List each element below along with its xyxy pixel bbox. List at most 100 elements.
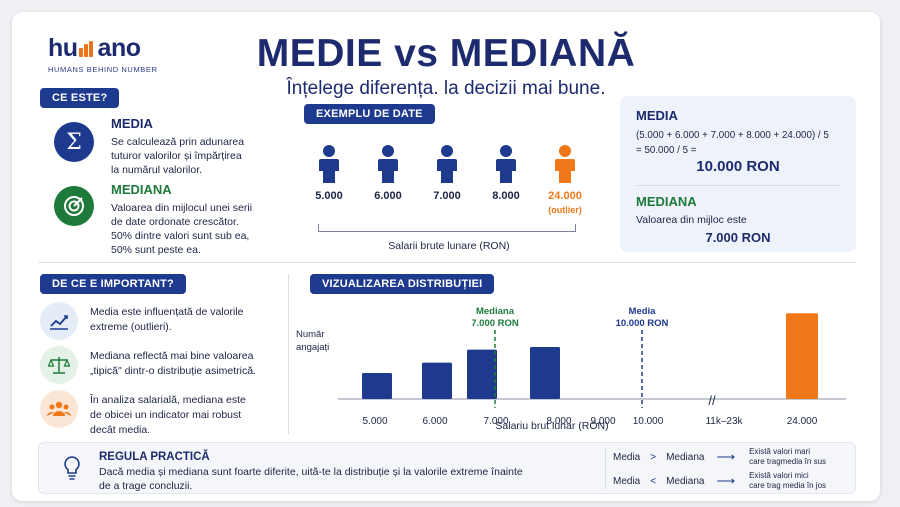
- lightbulb-icon: [61, 455, 83, 486]
- x-tick-label: 6.000: [422, 416, 447, 427]
- importance-list: Media este influențată de valorile extre…: [40, 302, 280, 438]
- arrow-right-icon: ⟶: [716, 473, 736, 488]
- example-value: 5.000: [315, 190, 343, 202]
- outlier-person-icon: [554, 144, 576, 184]
- infographic-card: hu ano HUMANS BEHIND NUMBER MEDIE vs MED…: [12, 12, 880, 501]
- example-value: 7.000: [433, 190, 461, 202]
- bar: [530, 347, 560, 399]
- media-def-line: tuturor valorilor și împărțirea: [111, 150, 242, 162]
- importance-item: În analiza salarială, mediana este de ob…: [40, 390, 280, 438]
- balance-scale-icon: [40, 346, 78, 384]
- rule-right: Mediana: [666, 451, 705, 463]
- section-divider: [38, 262, 856, 263]
- x-tick-label: 9.000: [590, 416, 615, 427]
- target-icon: [54, 186, 94, 226]
- rule-row-greater: Media > Mediana ⟶ Există valori mari car…: [613, 447, 841, 467]
- calc-formula: (5.000 + 6.000 + 7.000 + 8.000 + 24.000)…: [636, 128, 852, 158]
- example-value: 6.000: [374, 190, 402, 202]
- rule-title: REGULA PRACTICĂ: [99, 451, 210, 463]
- rule-divider: [605, 449, 606, 489]
- example-people: 5.000 6.000 7.000 8.000 24.000 (outlier)…: [304, 144, 604, 254]
- vertical-divider: [288, 274, 289, 434]
- page-title: MEDIE vs MEDIANĂ: [256, 32, 636, 75]
- x-tick-label: 5.000: [362, 416, 387, 427]
- calc-media-result: 10.000 RON: [696, 158, 780, 175]
- marker-value-label: 7.000 RON: [471, 318, 519, 329]
- media-def-line: Se calculează prin adunarea: [111, 136, 245, 148]
- rule-text-line: Dacă media și mediana sunt foarte diferi…: [99, 466, 523, 478]
- panel-divider: [636, 185, 840, 186]
- axis-break-mark: //: [708, 393, 716, 408]
- mediana-def-line: Valoarea din mijlocul unei serii: [111, 202, 253, 214]
- rule-right: Mediana: [666, 475, 705, 487]
- mediana-def-line: de date ordonate crescător.: [111, 216, 239, 228]
- example-axis-label: Salarii brute lunare (RON): [388, 240, 510, 252]
- page-subtitle: Înțelege diferența. la decizii mai bune.: [286, 78, 606, 99]
- bracket-line: [318, 224, 576, 232]
- importance-line: În analiza salarială, mediana este: [90, 394, 246, 406]
- calc-mediana-title: MEDIANA: [636, 194, 697, 209]
- sigma-icon: Σ: [54, 122, 94, 162]
- rule-left: Media: [613, 475, 641, 487]
- bar: [362, 373, 392, 399]
- importance-pill: DE CE E IMPORTANT?: [40, 274, 186, 294]
- x-tick-label: 10.000: [633, 416, 664, 427]
- rule-text-line: de a trage concluzii.: [99, 480, 193, 492]
- mediana-def-line: 50% sunt peste ea.: [111, 244, 201, 256]
- x-tick-label: 7.000: [483, 416, 508, 427]
- less-than-symbol: <: [650, 475, 657, 487]
- rule-note-line: Există valori mici: [749, 471, 809, 480]
- example-outlier-value: 24.000: [548, 190, 582, 202]
- rule-note-line: care tragmedia în sus: [749, 457, 827, 466]
- rule-row-less: Media < Mediana ⟶ Există valori mici car…: [613, 471, 841, 491]
- media-definition: MEDIA Se calculează prin adunarea tuturo…: [111, 116, 271, 177]
- calc-mediana-result: 7.000 RON: [705, 230, 771, 245]
- person-icon: [377, 144, 399, 184]
- example-pill: EXEMPLU DE DATE: [304, 104, 435, 124]
- calc-formula-line: (5.000 + 6.000 + 7.000 + 8.000 + 24.000)…: [636, 130, 829, 141]
- chart-title-pill: VIZUALIZAREA DISTRIBUȚIEI: [310, 274, 495, 294]
- outlier-bar: [786, 313, 818, 399]
- importance-line: decât media.: [90, 424, 151, 436]
- what-is-pill: CE ESTE?: [40, 88, 120, 108]
- chart-x-label: Salariu brut lunar (RON): [495, 420, 609, 432]
- example-value: 8.000: [492, 190, 520, 202]
- brand-logo: hu ano HUMANS BEHIND NUMBER: [48, 34, 158, 74]
- rule-left: Media: [613, 451, 641, 463]
- media-def-title: MEDIA: [111, 116, 153, 131]
- calc-mediana-text: Valoarea din mijloc este: [636, 214, 747, 226]
- marker-name-label: Media: [629, 306, 657, 317]
- person-icon: [318, 144, 340, 184]
- calc-formula-line: = 50.000 / 5 =: [636, 145, 697, 156]
- rule-note-line: Există valori mari: [749, 447, 810, 456]
- importance-line: extreme (outlieri).: [90, 321, 172, 333]
- chart-y-label: Număr angajați: [296, 329, 330, 353]
- calculation-panel: MEDIA (5.000 + 6.000 + 7.000 + 8.000 + 2…: [620, 96, 856, 252]
- brand-name-right: ano: [97, 34, 141, 62]
- people-group-icon: [40, 390, 78, 428]
- trend-chart-icon: [40, 302, 78, 340]
- mediana-definition: MEDIANA Valoarea din mijlocul unei serii…: [111, 182, 271, 257]
- arrow-right-icon: ⟶: [716, 449, 736, 464]
- importance-line: „tipică" dintr-o distribuție asimetrică.: [90, 365, 256, 377]
- media-def-line: la numărul valorilor.: [111, 164, 203, 176]
- brand-name-left: hu: [48, 34, 78, 62]
- importance-item: Media este influențată de valorile extre…: [40, 302, 280, 346]
- marker-name-label: Mediana: [476, 306, 515, 317]
- mediana-def-title: MEDIANA: [111, 182, 172, 197]
- mediana-def-line: 50% dintre valori sunt sub ea,: [111, 230, 250, 242]
- marker-value-label: 10.000 RON: [616, 318, 669, 329]
- rule-text: Dacă media și mediana sunt foarte diferi…: [99, 465, 589, 493]
- importance-line: Mediana reflectă mai bine valoarea: [90, 350, 254, 362]
- bar-chart-logo-icon: [78, 40, 97, 57]
- bar: [467, 349, 497, 399]
- importance-item: Mediana reflectă mai bine valoarea „tipi…: [40, 346, 280, 390]
- importance-line: de obicei un indicator mai robust: [90, 409, 242, 421]
- calc-media-title: MEDIA: [636, 108, 678, 123]
- brand-tagline: HUMANS BEHIND NUMBER: [48, 65, 158, 74]
- practical-rule-box: REGULA PRACTICĂ Dacă media și mediana su…: [38, 442, 856, 494]
- greater-than-symbol: >: [650, 451, 657, 463]
- x-tick-label: 24.000: [787, 416, 818, 427]
- x-tick-label: 11k–23k: [705, 416, 743, 427]
